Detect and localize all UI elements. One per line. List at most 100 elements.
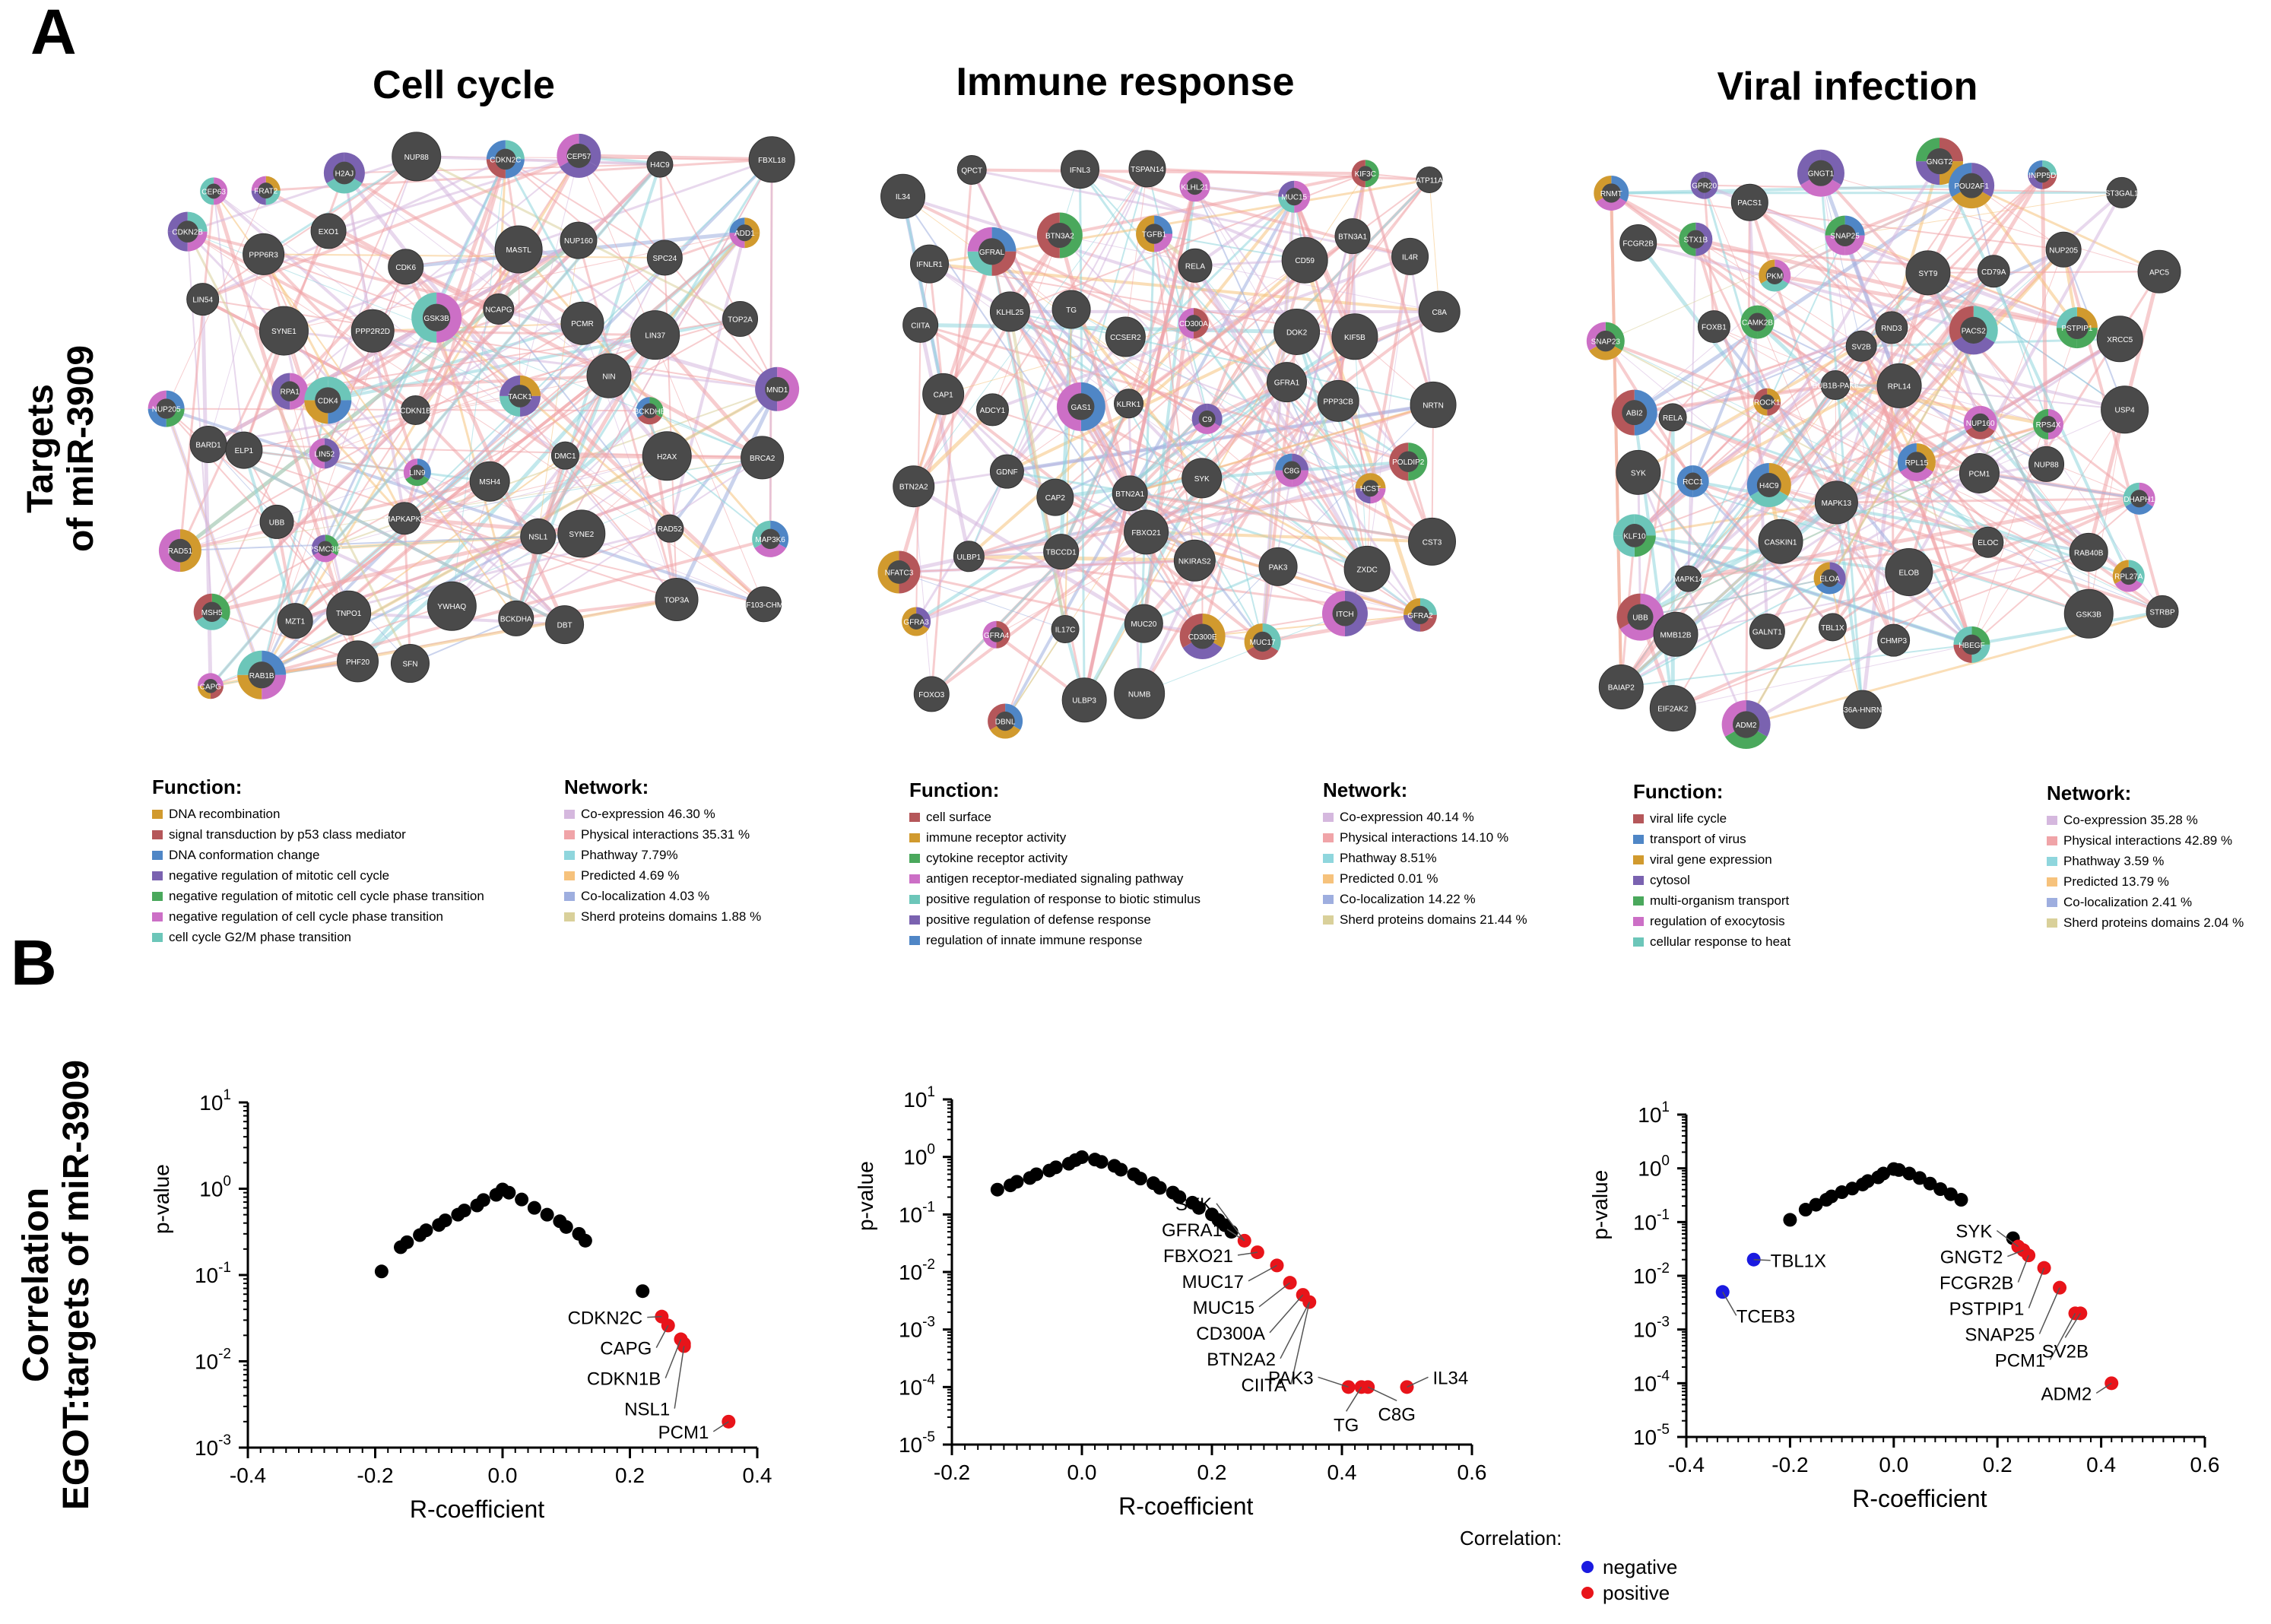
node-circle [560,301,604,345]
x-tick-label: 0.6 [1457,1461,1487,1484]
legend-label: Co-expression 40.14 % [1340,809,1474,824]
legend-swatch [152,829,163,839]
label-leader-line [1226,1229,1245,1242]
node-core [1765,266,1784,285]
network-edge [1634,501,1837,537]
data-point-not-significant [1933,1182,1948,1197]
gene-label: TG [1334,1415,1359,1435]
node-label: TOP3A [664,596,690,604]
gene-label: CDKN1B [587,1369,661,1390]
network-node: PSMC3IP [309,534,342,563]
node-core [317,541,333,557]
network-edge [1673,644,1972,709]
legend-swatch [1633,916,1644,926]
legend-label: negative regulation of mitotic cell cycl… [169,888,484,903]
network-edge [372,330,521,397]
network-node: MASTL [494,225,543,274]
network-edge [1058,234,1132,494]
network-edge [536,334,657,538]
legend-item: negative regulation of cell cycle phase … [152,906,484,927]
network-edge [327,156,417,401]
network-node: CASKIN1 [1758,519,1803,564]
node-label: NUP160 [564,237,593,246]
network-edge [1979,471,2139,500]
node-circle [1877,623,1911,657]
node-circle [1885,548,1933,597]
node-label: MUC17 [1250,639,1276,647]
network-edge [1193,265,1369,570]
node-label: SFN [402,661,417,669]
network-node: NUP160 [560,221,598,259]
legend-label: Phathway 8.51% [1340,850,1437,865]
network-edge [1691,321,1759,482]
legend-swatch [909,935,920,945]
network-legend-title: Network: [564,776,649,798]
x-axis-label: R-coefficient [410,1496,544,1523]
node-label: H4C9 [650,161,670,170]
node-circle [560,221,598,259]
node-circle [630,310,680,360]
node-label: H2AJ [335,170,354,179]
network-edge [416,154,660,167]
network-node: SNAP25 [1825,215,1865,255]
network-edge [179,535,538,552]
network-node: BRCA2 [741,436,785,480]
network-node: CAMK2B [1740,305,1775,339]
node-circle [494,225,543,274]
node-core [1748,312,1767,331]
legend-label: negative regulation of mitotic cell cycl… [169,868,390,883]
node-circle [469,461,510,502]
node-core [1906,452,1927,473]
network-edge [208,254,265,445]
network-node: RNF103-CHMP3 [735,586,793,623]
node-circle [243,233,285,275]
network-node: ADCY1 [975,393,1009,427]
node-core [1067,393,1095,420]
legend-label: Co-expression 35.28 % [2063,812,2198,827]
y-tick-label: 10-1 [195,1260,231,1287]
node-circle [337,640,379,683]
data-point-not-significant [1809,1197,1823,1212]
network-edge [1009,311,1204,637]
network-node: PAK3 [1258,547,1298,586]
network-node: CEP63 [200,177,228,205]
network-edge [1633,184,1973,414]
node-circle [2137,249,2181,293]
node-label: CDKN2C [490,156,521,164]
network-node: TOP2A [722,301,759,338]
legend-swatch [564,912,575,921]
network-node: PSTPIP1 [2056,307,2098,349]
node-core [765,376,790,401]
node-label: NIN [602,373,615,381]
network-node: GFRA2 [1403,598,1437,632]
node-core [168,538,192,563]
legend-swatch [2047,815,2057,825]
legend-label: DNA conformation change [169,847,320,862]
network-node: SYNE2 [557,509,606,558]
network-node: SYT9 [1905,250,1951,296]
network-edge [403,518,411,664]
network-edge [325,455,668,549]
node-label: C9 [1202,416,1212,424]
legend-swatch [564,871,575,880]
node-label: BTN3A2 [1045,232,1074,240]
network-edge [187,155,417,233]
legend-swatch [909,915,920,925]
network-edge [1620,541,1782,688]
node-label: APC5 [2149,268,2170,277]
label-leader-line [664,1339,682,1378]
legend-label: regulation of innate immune response [926,932,1143,947]
node-label: BARD1 [195,441,221,449]
network-edge [915,550,1062,623]
legend-swatch [152,912,163,921]
node-circle [1391,237,1429,275]
x-tick-label: 0.0 [1067,1461,1097,1484]
node-core [176,220,198,243]
network-node: CCSER2 [1105,316,1146,357]
gene-label: MUC17 [1182,1272,1244,1293]
network-node: ELP1 [225,431,263,469]
network-node: GFRA3 [902,607,931,636]
node-label: DHAPH1 [2124,496,2155,504]
network-node: HBEGF [1953,626,1990,663]
legend-item: positive regulation of response to bioti… [909,889,1201,909]
